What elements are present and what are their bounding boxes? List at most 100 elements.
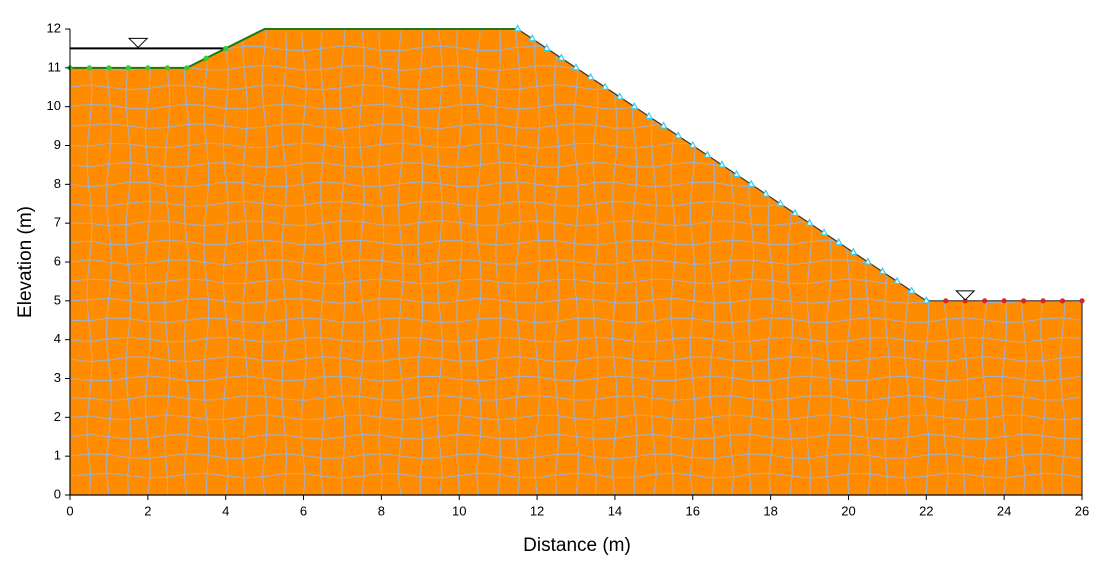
boundary-node [688,140,697,149]
water-marker [955,290,976,301]
boundary-node [747,179,756,187]
x-tick-label: 20 [841,503,855,518]
mesh-line [183,29,190,495]
mesh-line [70,317,1082,324]
boundary-node [1021,298,1027,304]
boundary-node [761,189,770,197]
boundary-node [513,24,522,32]
y-tick-label: 4 [54,331,61,346]
mesh-line [86,29,93,495]
boundary-node [703,150,712,158]
x-tick-label: 12 [530,503,544,518]
y-tick-label: 9 [54,137,61,152]
x-tick-label: 14 [608,503,622,518]
x-tick-label: 0 [66,503,73,518]
mesh-line [70,433,1082,440]
mesh-line [70,356,1082,363]
boundary-node [922,296,931,304]
x-tick-label: 4 [222,503,229,518]
x-tick-label: 10 [452,503,466,518]
boundary-node [542,43,551,52]
boundary-node [1040,298,1046,304]
boundary-node [528,33,537,42]
y-tick-label: 12 [47,20,61,35]
mesh-line [70,375,1082,382]
boundary-node [776,198,785,207]
boundary-node [184,65,190,71]
x-tick-label: 8 [378,503,385,518]
boundary-node [863,257,872,265]
boundary-node [893,276,902,285]
boundary-node [962,298,968,304]
y-tick-label: 7 [54,215,61,230]
boundary-node [982,298,988,304]
x-tick-label: 16 [686,503,700,518]
boundary-node [203,55,209,61]
boundary-node [907,286,916,294]
boundary-node [717,160,726,168]
mesh-line [475,29,482,495]
y-tick-label: 11 [48,59,62,74]
mesh-line [553,29,560,495]
boundary-node [820,228,829,236]
x-tick-label: 24 [997,503,1011,518]
mesh-line [514,29,521,495]
mesh-line [70,394,1082,401]
mesh-line [358,29,365,495]
mesh-line [70,453,1082,460]
mesh-line [125,29,132,495]
y-tick-label: 10 [47,98,61,113]
y-tick-label: 2 [54,409,61,424]
boundary-node [943,298,949,304]
y-tick-label: 3 [54,370,61,385]
x-tick-label: 18 [763,503,777,518]
boundary-node [1001,298,1007,304]
mesh-line [456,29,463,495]
boundary-node [805,218,814,226]
boundary-node [630,101,639,110]
y-tick-label: 5 [54,292,61,307]
mesh-line [70,472,1082,479]
boundary-node [732,169,741,178]
water-marker [127,37,149,49]
boundary-node [1079,298,1085,304]
boundary-node [849,247,858,255]
boundary-node [125,65,131,71]
boundary-node [659,121,668,129]
boundary-node [878,266,887,275]
y-tick-label: 6 [54,253,61,268]
mesh-line [281,29,288,495]
y-tick-label: 8 [54,176,61,191]
boundary-node [615,92,624,100]
mesh-line [320,29,326,495]
mesh-line [592,29,599,495]
mesh-line [222,29,229,495]
mesh-line [572,29,579,495]
boundary-node [674,131,683,139]
y-axis-label: Elevation (m) [15,206,36,318]
y-tick-label: 0 [54,486,61,501]
y-tick-label: 1 [54,448,61,463]
boundary-node [164,65,170,71]
boundary-node [145,65,151,71]
mesh-line [70,414,1082,421]
soil-region [70,29,1082,495]
mesh-line [417,29,424,495]
boundary-node [557,53,566,61]
x-tick-label: 2 [144,503,151,518]
boundary-node [86,65,93,71]
x-tick-label: 26 [1075,503,1089,518]
boundary-node [106,65,112,71]
mesh-line [70,297,1082,304]
boundary-node [223,45,229,52]
x-tick-label: 6 [300,503,307,518]
boundary-node [834,237,843,246]
mesh-line [261,29,268,495]
x-tick-label: 22 [919,503,933,518]
boundary-node [586,72,595,81]
x-axis-label: Distance (m) [523,535,631,556]
mesh-line [70,336,1082,343]
boundary-node [644,111,653,119]
